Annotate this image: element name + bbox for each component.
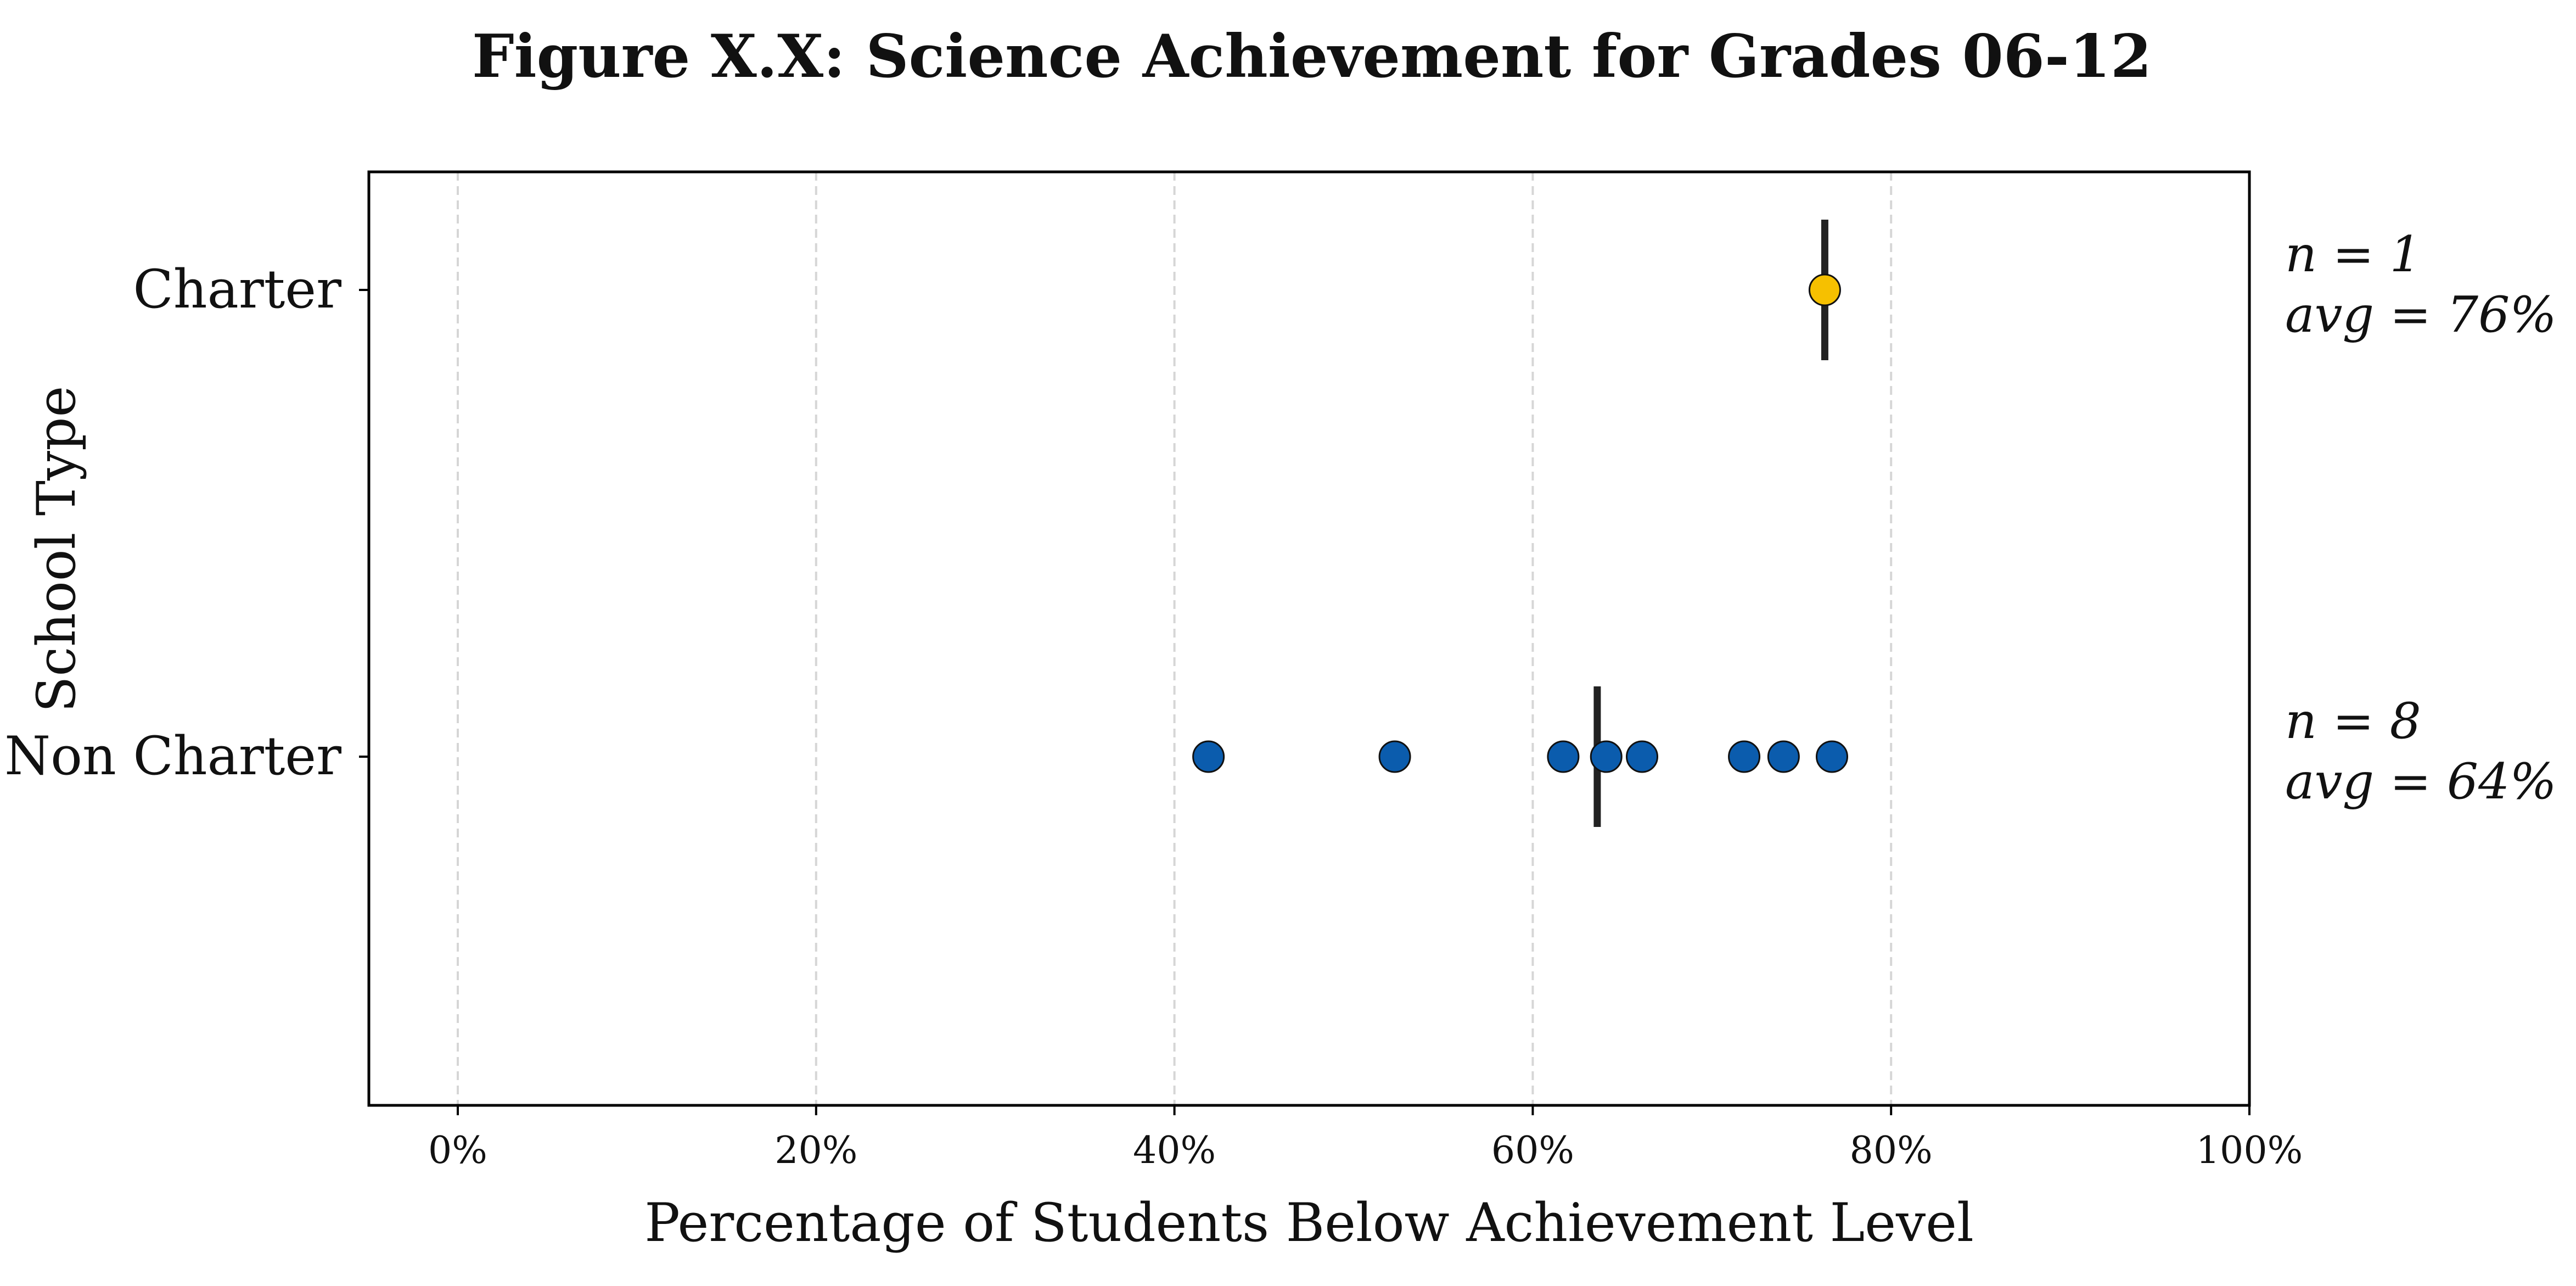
x-axis: 0% 20% 40% 60% 80% 100% [428,1105,2303,1172]
data-point [1626,740,1659,773]
y-axis: Charter Non Charter [4,259,369,787]
x-axis-label: Percentage of Students Below Achievement… [644,1192,1974,1254]
count-annotation: n = 8 [2285,692,2421,750]
average-annotation: avg = 76% [2285,286,2557,344]
plot-frame [367,170,2251,1107]
chart-title: Figure X.X: Science Achievement for Grad… [472,22,2152,91]
x-tick-label: 100% [2196,1129,2303,1172]
data-points [1192,273,1848,773]
data-point [1808,273,1841,306]
x-tick-label: 0% [428,1129,487,1172]
grid-lines [457,172,1893,1105]
x-tick-label: 80% [1850,1129,1933,1172]
count-annotation: n = 1 [2285,226,2421,283]
data-point [1767,740,1800,773]
x-tick-label: 20% [775,1129,857,1172]
data-point [1728,740,1761,773]
y-tick-label: Non Charter [4,725,341,787]
data-point [1192,740,1225,773]
x-tick-label: 40% [1133,1129,1216,1172]
data-point [1590,740,1623,773]
y-axis-label: School Type [26,386,87,713]
data-point [1378,740,1411,773]
data-point [1815,740,1848,773]
x-tick-label: 60% [1491,1129,1574,1172]
average-annotation: avg = 64% [2285,753,2557,810]
y-tick-label: Charter [133,259,341,320]
data-point [1547,740,1580,773]
